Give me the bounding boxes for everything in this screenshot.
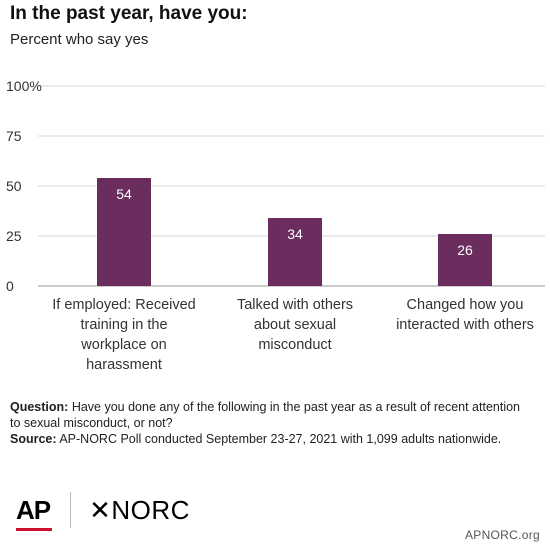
- y-tick-label: 0: [6, 278, 14, 294]
- logo-divider: [70, 492, 72, 528]
- source-note: Source: AP-NORC Poll conducted September…: [10, 431, 530, 447]
- x-category-label-line: harassment: [86, 357, 162, 373]
- x-category-label: Changed how you interacted with others: [396, 297, 534, 333]
- y-tick-label: 50: [6, 178, 22, 194]
- x-category-label-line: misconduct: [258, 337, 331, 353]
- bar-chart: 0 25 50 75 100% 54 If employed: Received traini…: [6, 78, 545, 373]
- site-url: APNORC.org: [464, 528, 540, 542]
- y-tick-label: 100%: [6, 78, 42, 94]
- source-label: Source:: [10, 432, 57, 446]
- chart-notes: Question: Have you done any of the follo…: [10, 399, 530, 447]
- norc-logo: ✕NORC: [89, 494, 190, 525]
- bar: [268, 218, 322, 286]
- x-category-label-line: interacted with others: [396, 317, 534, 333]
- logo-bar: AP ✕NORC: [16, 490, 190, 531]
- question-note: Question: Have you done any of the follo…: [10, 399, 530, 431]
- bar-value-label: 54: [116, 186, 132, 202]
- source-text: AP-NORC Poll conducted September 23-27, …: [56, 432, 502, 446]
- chart-title: In the past year, have you:: [10, 3, 248, 24]
- chart-subtitle: Percent who say yes: [10, 31, 149, 48]
- bar: [438, 234, 492, 286]
- bar: [97, 178, 151, 286]
- x-category-label-line: Changed how you: [407, 297, 524, 313]
- ap-logo: AP: [16, 494, 52, 531]
- x-category-label: If employed: Received training in the work…: [52, 297, 195, 373]
- x-category-label-line: Talked with others: [237, 297, 353, 313]
- x-category-label-line: If employed: Received: [52, 297, 195, 313]
- x-category-label-line: workplace on: [80, 337, 166, 353]
- x-category-label-line: training in the: [80, 317, 167, 333]
- y-tick-label: 25: [6, 228, 22, 244]
- x-category-label: Talked with others about sexual misconduct: [237, 297, 353, 353]
- question-label: Question:: [10, 400, 69, 414]
- ap-logo-underline: [16, 527, 52, 531]
- question-text: Have you done any of the following in th…: [10, 400, 521, 430]
- ap-logo-text: AP: [16, 494, 51, 525]
- y-tick-label: 75: [6, 128, 22, 144]
- x-category-label-line: about sexual: [254, 317, 336, 333]
- bar-value-label: 34: [287, 226, 303, 242]
- bar-value-label: 26: [457, 242, 473, 258]
